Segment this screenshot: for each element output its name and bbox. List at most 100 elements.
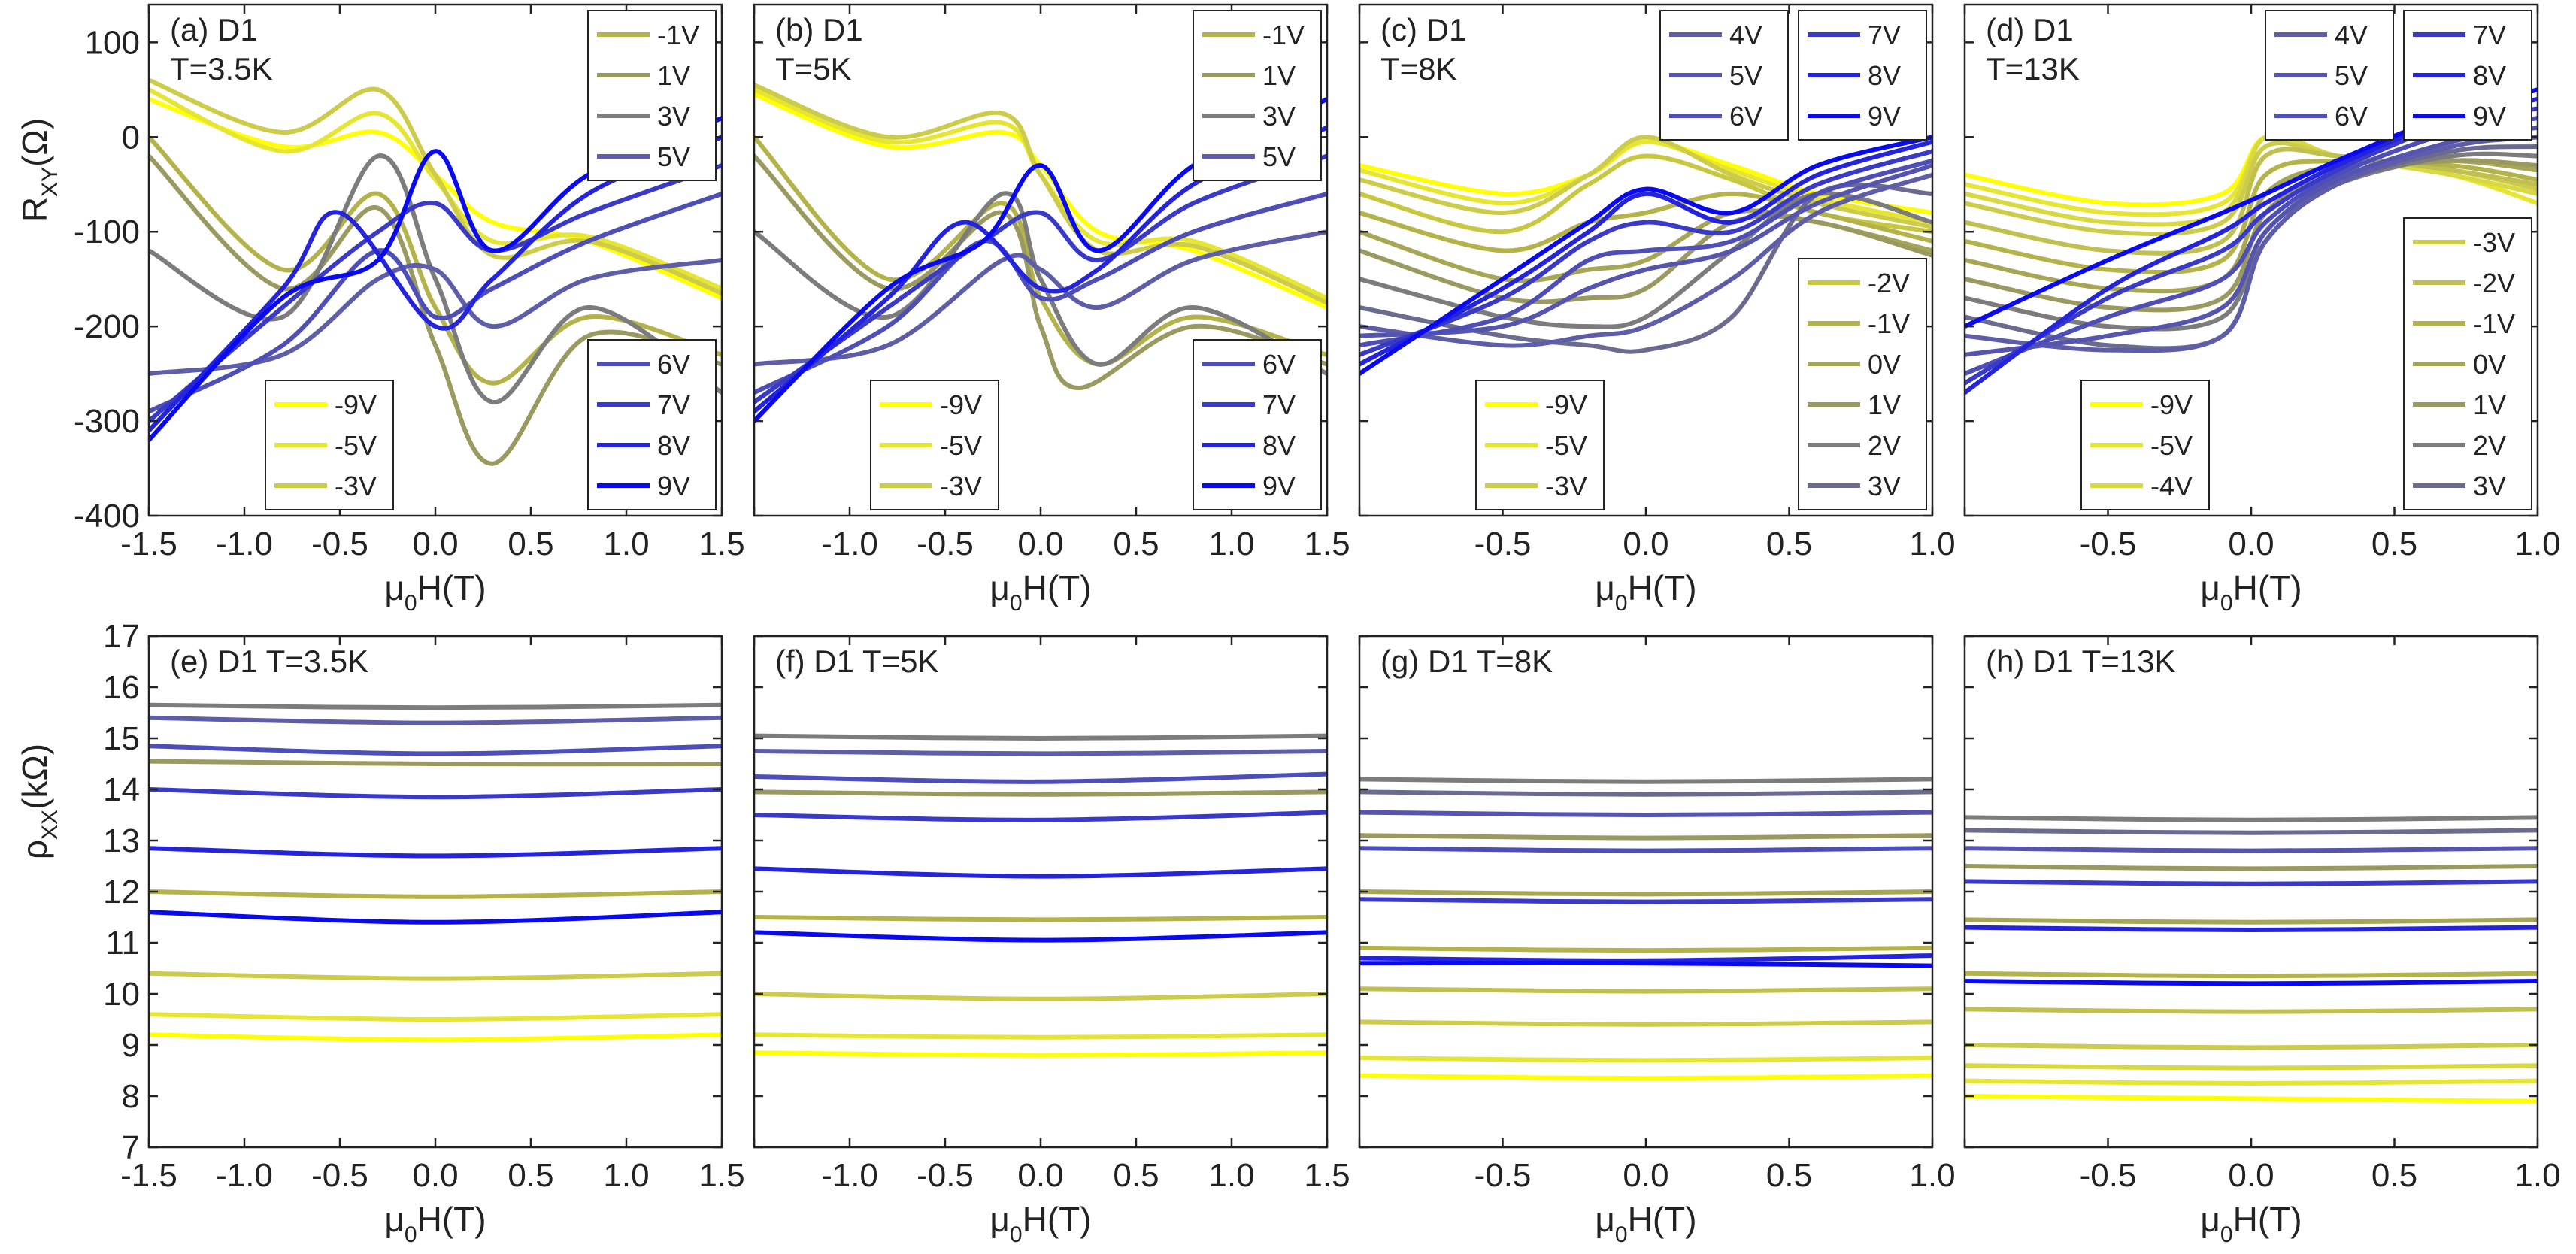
series-line--3V	[1359, 1019, 1932, 1027]
panel-title: T=8K	[1380, 51, 1457, 86]
legend-label: -9V	[1545, 389, 1587, 420]
series-group	[1965, 815, 2538, 1104]
series-group	[1359, 135, 1932, 377]
legend-bottom-right: 6V 7V 8V 9V	[587, 339, 717, 510]
legend-label: 9V	[1868, 101, 1901, 132]
x-tick-label: 1.5	[699, 526, 744, 562]
x-axis-label: μ0H(T)	[2200, 1200, 2302, 1247]
x-tick-label: -0.5	[311, 526, 368, 562]
legend-bottom-left: -9V -5V -3V	[870, 380, 999, 510]
x-tick-label: -1.0	[821, 1157, 878, 1194]
panel-title: (e) D1 T=3.5K	[170, 644, 368, 679]
series-line-5V	[1965, 846, 2538, 853]
legend-top-left: 4V 5V 6V	[1659, 10, 1789, 141]
y-tick-label: 13	[103, 822, 140, 859]
legend-label: 5V	[1262, 141, 1296, 172]
series-line-0V	[1359, 889, 1932, 897]
x-tick-label: 0.5	[508, 526, 553, 562]
x-tick-label: 1.0	[1208, 526, 1254, 562]
legend-label: -3V	[1545, 471, 1587, 501]
legend-label: 0V	[1868, 349, 1901, 380]
series-line--3V	[754, 83, 1327, 305]
y-tick-label: 10	[103, 976, 140, 1013]
series-line-3V	[754, 191, 1327, 377]
legend-label: 3V	[657, 101, 690, 132]
legend-label: -9V	[2150, 389, 2193, 420]
series-line--1V	[1965, 158, 2538, 275]
legend-label: -3V	[940, 471, 982, 501]
x-tick-label: -0.5	[917, 526, 974, 562]
x-tick-label: 0.0	[1017, 1157, 1063, 1194]
series-group	[754, 83, 1327, 424]
x-axis-label: μ0H(T)	[989, 568, 1091, 616]
series-line-3V	[149, 153, 722, 404]
legend-label: 9V	[2473, 101, 2506, 132]
legend-bottom-right: -2V -1V 0V 1V 2V 3V	[1798, 258, 1927, 510]
series-group	[149, 702, 722, 1043]
series-line-1V	[1965, 864, 2538, 871]
legend-box	[587, 339, 717, 510]
x-tick-label: 0.5	[1113, 526, 1159, 562]
panel-f: -1.0 -0.5 0.0 0.5 1.0 1.5 μ0H(T) (f) D1 T=5K	[753, 635, 1350, 1247]
x-tick-label: -0.5	[2080, 526, 2137, 562]
series-line-8V	[754, 866, 1327, 879]
series-line--1V	[1965, 971, 2538, 979]
series-line--1V	[1359, 945, 1932, 953]
series-line-2V	[1965, 815, 2538, 822]
x-axis-label: μ0H(T)	[989, 1200, 1091, 1247]
y-tick-label: 100	[85, 24, 140, 61]
series-line-5V	[1359, 163, 1932, 338]
legend-label: 1V	[657, 60, 690, 91]
series-line-6V	[1359, 158, 1932, 348]
series-line--9V	[1965, 1094, 2538, 1104]
legend-label: 9V	[657, 471, 690, 501]
plot-frame	[1963, 635, 2539, 1149]
series-line-1V	[1359, 833, 1932, 841]
series-line--1V	[754, 915, 1327, 922]
series-line-8V	[1965, 925, 2538, 932]
panel-title: (g) D1 T=8K	[1380, 644, 1553, 679]
y-tick-label: 16	[103, 669, 140, 706]
legend-top-right: -1V 1V 3V 5V	[587, 10, 717, 181]
legend-bottom-right: -3V -2V -1V 0V 1V 2V 3V	[2403, 217, 2532, 510]
series-line-9V	[1965, 979, 2538, 986]
panel-title: T=13K	[1986, 51, 2080, 86]
x-tick-label: -0.5	[1474, 526, 1532, 562]
series-line-1V	[754, 789, 1327, 797]
panel-e: -1.5 -1.0 -0.5 0.0 0.5 1.0 1.5 7 8 9 10 11 12 13 14 15 1…	[15, 618, 745, 1247]
series-line-8V	[1359, 953, 1932, 963]
series-line--3V	[754, 992, 1327, 1001]
series-line-5V	[754, 229, 1327, 367]
legend-label: -9V	[335, 389, 377, 420]
legend-label: 9V	[1262, 471, 1296, 501]
series-line--4V	[1965, 1063, 2538, 1071]
y-tick-label: 7	[122, 1129, 140, 1166]
legend-label: 2V	[2473, 430, 2506, 461]
series-line-3V	[1359, 789, 1932, 797]
series-line-4V	[1359, 172, 1932, 348]
panel-title: T=3.5K	[170, 51, 273, 86]
legend-label: 6V	[2335, 101, 2368, 132]
x-tick-label: -1.0	[216, 1157, 273, 1194]
x-tick-label: 0.5	[1766, 526, 1812, 562]
panel-title: (f) D1 T=5K	[775, 644, 938, 679]
series-group	[1359, 777, 1932, 1081]
series-line-8V	[1359, 139, 1932, 367]
legend-box	[587, 10, 717, 181]
legend-label: 8V	[657, 430, 690, 461]
series-line-1V	[149, 759, 722, 767]
legend-label: -9V	[940, 389, 982, 420]
legend-label: 5V	[1729, 60, 1762, 91]
panel-c: -0.5 0.0 0.5 1.0 μ0H(T) (c) D1 T=8K 4V 5V 6V 7V 8V 9…	[1358, 3, 1956, 616]
panel-h: -0.5 0.0 0.5 1.0 μ0H(T) (h) D1 T=13K	[1963, 635, 2561, 1247]
y-tick-label: 14	[103, 771, 140, 808]
series-line-8V	[149, 846, 722, 859]
series-line-3V	[754, 733, 1327, 741]
y-tick-label: -300	[74, 403, 140, 440]
series-line-6V	[754, 771, 1327, 784]
x-tick-label: 1.5	[1304, 526, 1350, 562]
series-line--9V	[149, 1032, 722, 1043]
series-line-1V	[149, 153, 722, 466]
legend-label: -4V	[2150, 471, 2193, 501]
legend-label: 5V	[657, 141, 690, 172]
